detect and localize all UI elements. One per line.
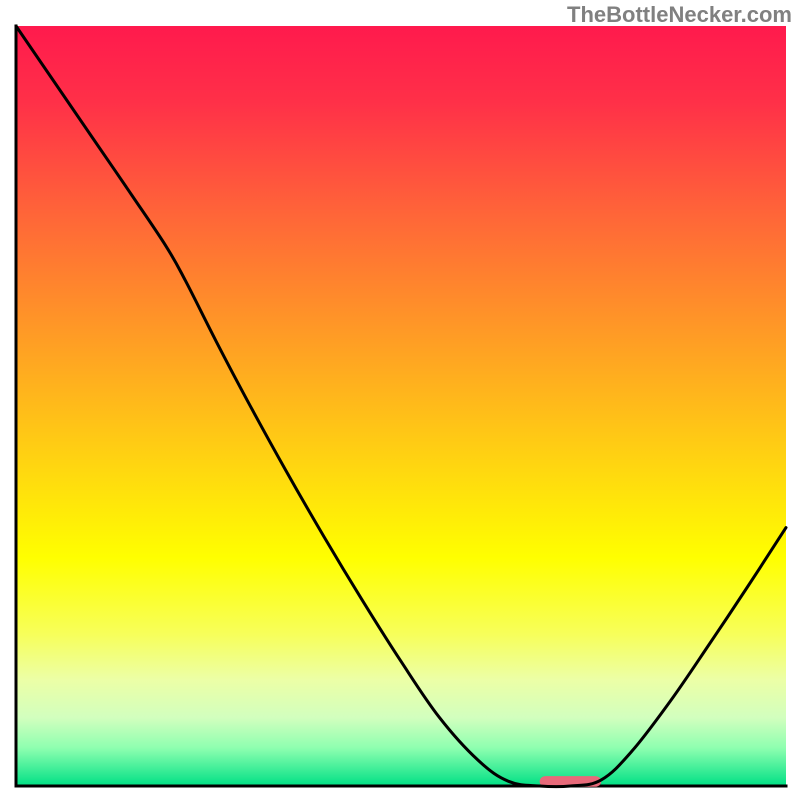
watermark-text: TheBottleNecker.com [567, 2, 792, 28]
chart-background [16, 26, 786, 786]
bottleneck-curve-chart [0, 0, 800, 800]
